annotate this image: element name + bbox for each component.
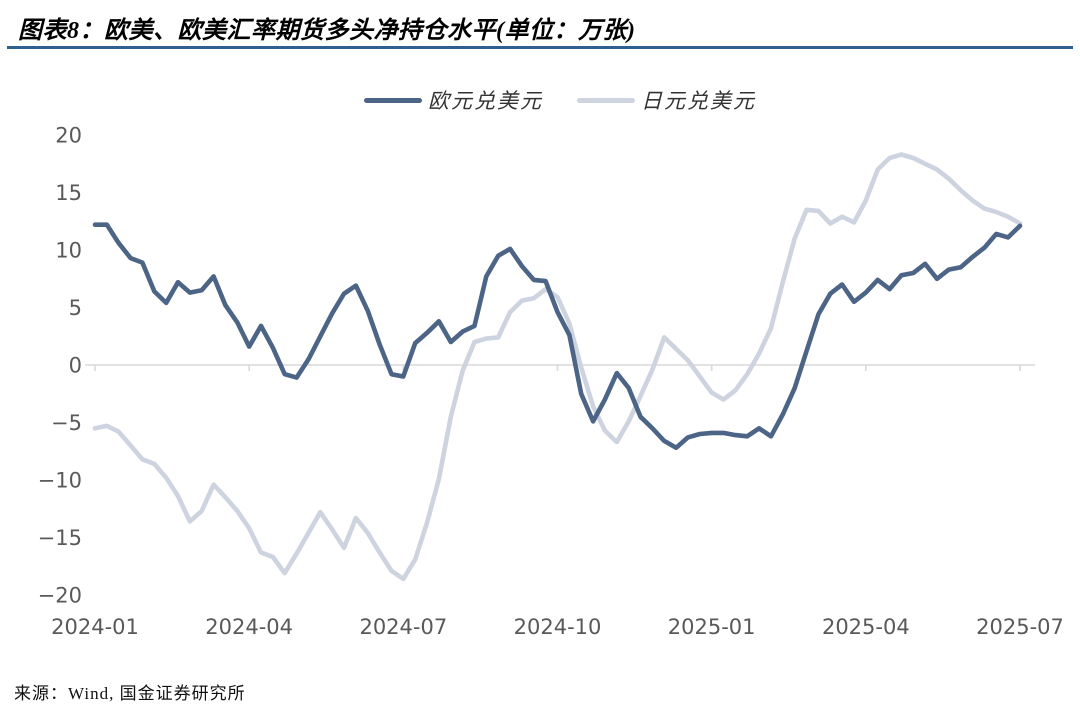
legend-item-jpy: 日元兑美元 [577,85,756,115]
eur-usd-line [92,222,1023,451]
y-axis-label: 20 [55,124,82,148]
chart-legend: 欧元兑美元 日元兑美元 [85,85,1035,115]
jpy-usd-line [92,152,1023,582]
y-axis-label: −20 [38,584,82,608]
y-axis-label: −15 [38,526,82,550]
x-axis-label: 2025-04 [822,615,910,639]
legend-label: 日元兑美元 [641,89,756,113]
y-axis-label: 5 [69,296,82,320]
legend-swatch [577,97,635,103]
x-axis-label: 2024-04 [205,615,293,639]
y-axis-label: 10 [55,239,82,263]
x-axis-label: 2025-01 [668,615,756,639]
title-divider [7,46,1073,49]
legend-label: 欧元兑美元 [428,89,543,113]
legend-item-eur: 欧元兑美元 [364,85,543,115]
x-axis-label: 2024-01 [51,615,139,639]
chart-title: 图表8：欧美、欧美汇率期货多头净持仓水平(单位：万张) [18,18,636,44]
y-axis-label: 0 [69,354,82,378]
legend-swatch [364,97,422,103]
y-axis-label: −5 [51,411,82,435]
y-axis-label: 15 [55,181,82,205]
x-axis-label: 2024-07 [359,615,447,639]
source-note: 来源：Wind, 国金证券研究所 [14,684,246,703]
y-axis-label: −10 [38,469,82,493]
x-axis-label: 2025-07 [976,615,1064,639]
x-axis-label: 2024-10 [514,615,602,639]
